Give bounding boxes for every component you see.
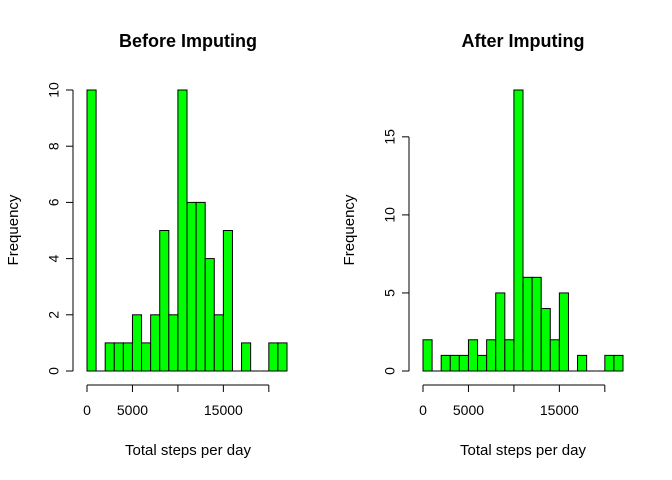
histogram-bar bbox=[558, 292, 569, 372]
histogram-bar bbox=[268, 342, 279, 372]
histogram-bar bbox=[495, 292, 506, 372]
x-tick-label: 0 bbox=[83, 402, 91, 418]
histogram-bar bbox=[104, 342, 115, 372]
y-tick-label: 15 bbox=[382, 129, 398, 145]
histogram-bar bbox=[540, 308, 551, 372]
y-tick-label: 10 bbox=[382, 207, 398, 223]
x-tick-label: 15000 bbox=[204, 402, 243, 418]
histogram-bar bbox=[159, 230, 170, 372]
histogram-bar bbox=[131, 314, 143, 372]
x-tick-label: 0 bbox=[419, 402, 427, 418]
x-tick-label: 15000 bbox=[540, 402, 579, 418]
y-tick-label: 2 bbox=[46, 311, 62, 319]
y-tick-label: 0 bbox=[46, 367, 62, 375]
x-tick-label: 5000 bbox=[453, 402, 484, 418]
histogram-bar bbox=[577, 354, 588, 372]
histogram-bar bbox=[222, 230, 233, 372]
histogram-bar bbox=[522, 276, 533, 372]
histogram-bar bbox=[467, 339, 479, 372]
x-axis-label: Total steps per day bbox=[125, 442, 251, 459]
histogram-bar bbox=[486, 339, 497, 372]
histogram-bar bbox=[241, 342, 252, 372]
y-axis-label: Frequency bbox=[341, 194, 358, 265]
histogram-bar bbox=[168, 314, 179, 372]
chart-title: After Imputing bbox=[462, 31, 585, 51]
histogram-bar bbox=[422, 339, 433, 372]
bars bbox=[86, 89, 288, 372]
histogram-bar bbox=[177, 89, 188, 372]
y-tick-label: 6 bbox=[46, 198, 62, 206]
chart-title: Before Imputing bbox=[119, 31, 257, 51]
histogram-bar bbox=[449, 354, 460, 372]
histogram-bar bbox=[195, 201, 206, 372]
y-tick-label: 8 bbox=[46, 142, 62, 150]
x-tick-label: 5000 bbox=[117, 402, 148, 418]
histogram-bar bbox=[458, 354, 469, 372]
histogram-bar bbox=[604, 354, 615, 372]
histogram-bar bbox=[113, 342, 124, 372]
histogram-bar bbox=[613, 354, 624, 372]
y-tick-label: 0 bbox=[382, 367, 398, 375]
histogram-bar bbox=[204, 258, 215, 372]
histogram-bar bbox=[277, 342, 288, 372]
histogram-bar bbox=[477, 354, 488, 372]
histogram-panel-after: After Imputing Total steps per day Frequ… bbox=[341, 31, 624, 459]
histogram-bar bbox=[186, 201, 197, 372]
y-tick-label: 4 bbox=[46, 254, 62, 262]
bars bbox=[422, 89, 624, 372]
histogram-bar bbox=[549, 339, 560, 372]
y-axis: 0 5 10 15 bbox=[382, 129, 410, 375]
x-axis: 0 5000 15000 bbox=[419, 384, 606, 418]
histogram-bar bbox=[531, 276, 542, 372]
histogram-bar bbox=[141, 342, 152, 372]
y-axis: 0 2 4 6 8 10 bbox=[46, 82, 74, 375]
histogram-bar bbox=[122, 342, 133, 372]
histogram-bar bbox=[504, 339, 515, 372]
histogram-bar bbox=[150, 314, 161, 372]
histogram-bar bbox=[513, 89, 524, 372]
histogram-bar bbox=[213, 314, 224, 372]
x-axis: 0 5000 15000 bbox=[83, 384, 270, 418]
x-axis-label: Total steps per day bbox=[460, 442, 586, 459]
histogram-bar bbox=[86, 89, 97, 372]
y-tick-label: 5 bbox=[382, 289, 398, 297]
histogram-panel-before: Before Imputing Total steps per day Freq… bbox=[5, 31, 288, 459]
y-tick-label: 10 bbox=[46, 82, 62, 98]
y-axis-label: Frequency bbox=[5, 194, 22, 265]
histogram-bar bbox=[440, 354, 451, 372]
